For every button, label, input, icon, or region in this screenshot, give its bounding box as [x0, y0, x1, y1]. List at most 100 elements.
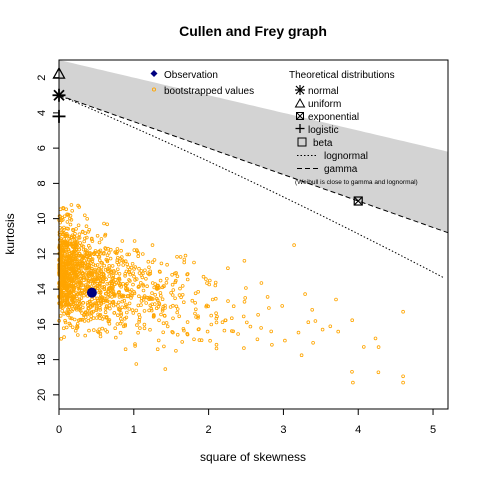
bootstrap-point — [192, 260, 196, 265]
bootstrap-point — [163, 314, 167, 318]
bootstrap-point — [313, 319, 318, 323]
bootstrap-point — [112, 311, 116, 315]
bootstrap-point — [102, 284, 106, 289]
bootstrap-point — [74, 294, 79, 298]
bootstrap-point — [205, 303, 209, 308]
bootstrap-point — [69, 284, 74, 289]
bootstrap-point — [157, 301, 161, 305]
bootstrap-point — [226, 266, 230, 271]
bootstrap-point — [147, 272, 151, 277]
bootstrap-point — [59, 276, 64, 281]
bootstrap-point — [76, 333, 80, 337]
bootstrap-point — [161, 321, 166, 326]
beta-legend-marker — [297, 137, 307, 147]
bootstrap-point — [155, 347, 160, 352]
bootstrap-point — [66, 307, 70, 311]
bootstrap-point — [116, 313, 120, 318]
bootstrap-point — [119, 316, 123, 321]
bootstrap-point — [85, 284, 90, 289]
bootstrap-point — [65, 220, 70, 224]
bootstrap-point — [72, 264, 77, 269]
bootstrap-point — [83, 248, 88, 252]
bootstrap-point — [163, 367, 168, 371]
bootstrap-point — [99, 302, 103, 306]
bootstrap-point — [80, 271, 85, 276]
bootstrap-point — [90, 266, 94, 271]
bootstrap-point — [99, 268, 103, 273]
bootstrap-point — [80, 254, 84, 259]
bootstrap-point — [103, 233, 107, 238]
bootstrap-point — [66, 227, 70, 231]
bootstrap-point — [140, 275, 145, 280]
bootstrap-point — [174, 304, 179, 309]
bootstrap-point — [213, 283, 218, 288]
bootstrap-point — [80, 317, 85, 322]
bootstrap-point — [110, 286, 115, 290]
bootstrap-point — [93, 268, 97, 272]
bootstrap-point — [226, 299, 230, 303]
bootstrap-point — [74, 247, 78, 251]
bootstrap-point — [119, 311, 123, 315]
bootstrap-point — [137, 271, 142, 275]
bootstrap-point — [101, 252, 106, 256]
bootstrap-point — [102, 221, 106, 226]
x-tick-label: 0 — [56, 424, 62, 436]
bootstrap-point — [143, 268, 147, 273]
bootstrap-point — [120, 258, 125, 263]
bootstrap-point — [153, 282, 158, 286]
bootstrap-point — [70, 258, 74, 263]
bootstrap-point — [320, 327, 325, 332]
bootstrap-point — [87, 243, 91, 248]
bootstrap-point — [102, 263, 106, 268]
bootstrap-point — [134, 362, 139, 366]
bootstrap-point — [174, 278, 178, 283]
bootstrap-point — [68, 239, 72, 243]
bootstrap-point — [133, 344, 137, 348]
bootstrap-point — [162, 344, 166, 349]
bootstrap-point — [153, 292, 158, 297]
bootstrap-point — [171, 316, 175, 321]
bootstrap-point — [59, 257, 64, 262]
bootstrap-point — [361, 345, 366, 349]
bootstrap-point — [350, 318, 355, 323]
bootstrap-point — [175, 274, 180, 279]
bootstrap-point — [160, 308, 165, 313]
bootstrap-point — [147, 265, 151, 270]
bootstrap-point — [150, 243, 155, 247]
bootstrap-point — [69, 316, 74, 321]
bootstrap-point — [86, 318, 91, 323]
bootstrap-point — [121, 263, 125, 267]
bootstrap-point — [161, 330, 166, 335]
bootstrap-point — [70, 233, 75, 238]
bootstrap-point — [82, 313, 86, 318]
bootstrap-point — [142, 309, 147, 313]
bootstrap-point — [144, 301, 149, 305]
bootstrap-point — [64, 250, 68, 254]
bootstrap-point — [95, 272, 99, 277]
bootstrap-point — [66, 262, 71, 267]
bootstrap-point — [109, 289, 113, 293]
bootstrap-point — [193, 300, 198, 305]
bootstrap-point — [119, 284, 123, 289]
bootstrap-point — [72, 249, 77, 254]
bootstrap-point — [80, 265, 84, 270]
bootstrap-point — [84, 277, 88, 282]
bootstrap-point — [154, 306, 159, 311]
bootstrap-point — [209, 322, 214, 327]
bootstrap-point — [125, 252, 129, 257]
y-tick-label: 8 — [36, 180, 48, 186]
bootstrap-point — [108, 285, 113, 290]
logistic-legend-marker — [295, 124, 305, 133]
bootstrap-point — [69, 218, 74, 222]
bootstrap-point — [75, 280, 80, 284]
bootstrap-point — [183, 253, 188, 258]
bootstrap-point — [77, 302, 82, 307]
bootstrap-point — [76, 266, 81, 271]
bootstrap-point — [80, 263, 84, 268]
bootstrap-point — [401, 380, 405, 385]
bootstrap-point — [84, 263, 89, 268]
x-tick-label: 1 — [131, 424, 137, 436]
bootstrap-point — [174, 348, 178, 353]
bootstrap-point — [132, 274, 136, 279]
legend-theoretical: Theoretical distributions normal uniform… — [289, 70, 418, 186]
